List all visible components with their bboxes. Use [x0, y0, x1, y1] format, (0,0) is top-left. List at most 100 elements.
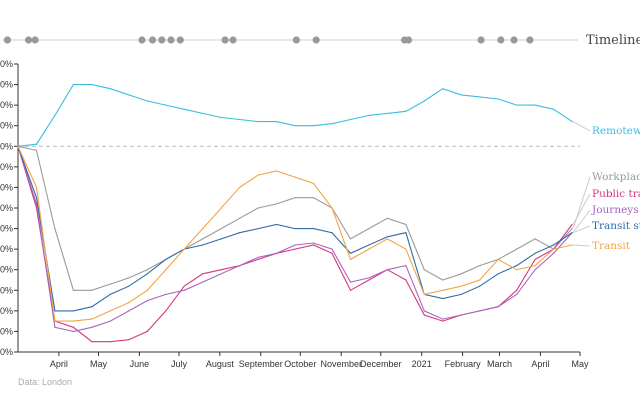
data-point — [165, 310, 167, 312]
timeline-event-dot[interactable] — [221, 36, 229, 44]
data-point — [54, 114, 56, 117]
data-point — [128, 277, 130, 279]
data-point — [479, 265, 481, 267]
data-point — [202, 112, 204, 114]
x-tick-label: April — [531, 359, 549, 369]
data-point — [349, 289, 352, 291]
data-point — [146, 330, 148, 333]
x-tick-label: May — [90, 359, 108, 369]
timeline-event-dot[interactable] — [404, 36, 413, 44]
data-point — [405, 248, 407, 250]
data-point — [331, 252, 333, 254]
data-point — [257, 174, 259, 176]
series-label: Journeys — [591, 204, 639, 216]
timeline-event-dot[interactable] — [24, 36, 33, 44]
timeline-event-dot[interactable] — [477, 36, 485, 44]
timeline-event-dot[interactable] — [148, 36, 157, 44]
x-tick-label: August — [206, 359, 235, 369]
data-point — [220, 207, 222, 209]
data-point — [220, 273, 222, 275]
data-point — [275, 170, 278, 172]
timeline-event-dot[interactable] — [167, 36, 175, 44]
data-point — [275, 203, 278, 205]
data-point — [183, 289, 185, 291]
series-label: Transit stations — [592, 220, 640, 232]
data-point — [405, 110, 407, 112]
data-point — [109, 283, 111, 285]
data-point — [442, 318, 444, 320]
y-tick-label: 70% — [0, 203, 13, 213]
series-label: Workplace — [592, 171, 640, 183]
data-point — [165, 258, 167, 261]
timeline-event-dot[interactable] — [312, 36, 320, 44]
data-point — [331, 248, 333, 250]
data-point — [275, 121, 278, 123]
data-point — [312, 182, 315, 184]
data-point — [571, 223, 573, 226]
data-point — [479, 96, 481, 98]
x-tick-label: May — [571, 359, 589, 369]
series-line-public-transport — [17, 146, 573, 343]
timeline-event-dot[interactable] — [229, 36, 237, 44]
data-point — [460, 273, 462, 275]
timeline-event-dot[interactable] — [526, 36, 534, 44]
data-point — [571, 232, 573, 234]
data-point — [368, 244, 370, 246]
data-point — [257, 121, 259, 123]
data-point — [54, 227, 56, 230]
data-point — [109, 310, 111, 312]
data-point — [349, 281, 352, 283]
data-point — [72, 83, 75, 86]
timeline-event-dot[interactable] — [510, 36, 518, 44]
data-point — [571, 244, 573, 246]
data-point — [349, 258, 352, 261]
series-line-journeys — [17, 146, 573, 332]
y-tick-label: 40% — [0, 265, 13, 275]
data-point — [202, 227, 204, 230]
data-point — [257, 207, 259, 209]
data-point — [331, 123, 333, 125]
data-point — [553, 252, 555, 254]
data-point — [516, 265, 518, 267]
data-point — [442, 289, 444, 291]
data-point — [109, 293, 111, 295]
data-point — [312, 242, 315, 244]
y-tick-label: 110% — [0, 121, 13, 131]
data-point — [91, 341, 93, 343]
data-point — [460, 94, 462, 96]
y-tick-label: 20% — [0, 306, 13, 316]
data-point — [312, 197, 315, 199]
timeline-event-dot[interactable] — [138, 36, 146, 44]
timeline-event-dot[interactable] — [176, 36, 184, 44]
data-point — [146, 273, 148, 275]
data-point — [72, 320, 75, 322]
y-tick-label: 80% — [0, 182, 13, 192]
data-point — [183, 285, 185, 287]
data-point — [516, 269, 518, 271]
timeline-event-dot[interactable] — [3, 36, 12, 44]
x-tick-label: November — [320, 359, 362, 369]
timeline-event-dot[interactable] — [31, 36, 39, 44]
data-point — [442, 88, 444, 90]
data-point — [534, 269, 536, 271]
data-point — [405, 232, 407, 234]
data-point — [534, 238, 536, 240]
timeline-event-dot[interactable] — [497, 36, 505, 44]
y-tick-label: 100% — [0, 141, 13, 151]
data-point — [128, 285, 130, 287]
data-point — [386, 217, 388, 219]
y-tick-label: 30% — [0, 285, 13, 295]
data-point — [109, 320, 111, 322]
data-point — [109, 341, 111, 343]
data-point — [72, 289, 75, 291]
timeline-event-dot[interactable] — [158, 36, 166, 44]
timeline-event-dot[interactable] — [292, 36, 300, 44]
data-point — [294, 248, 296, 250]
data-point — [386, 236, 388, 238]
data-point — [239, 265, 241, 267]
data-point — [165, 104, 167, 106]
data-point — [257, 258, 259, 261]
y-tick-label: 10% — [0, 326, 13, 336]
data-point — [479, 310, 481, 312]
